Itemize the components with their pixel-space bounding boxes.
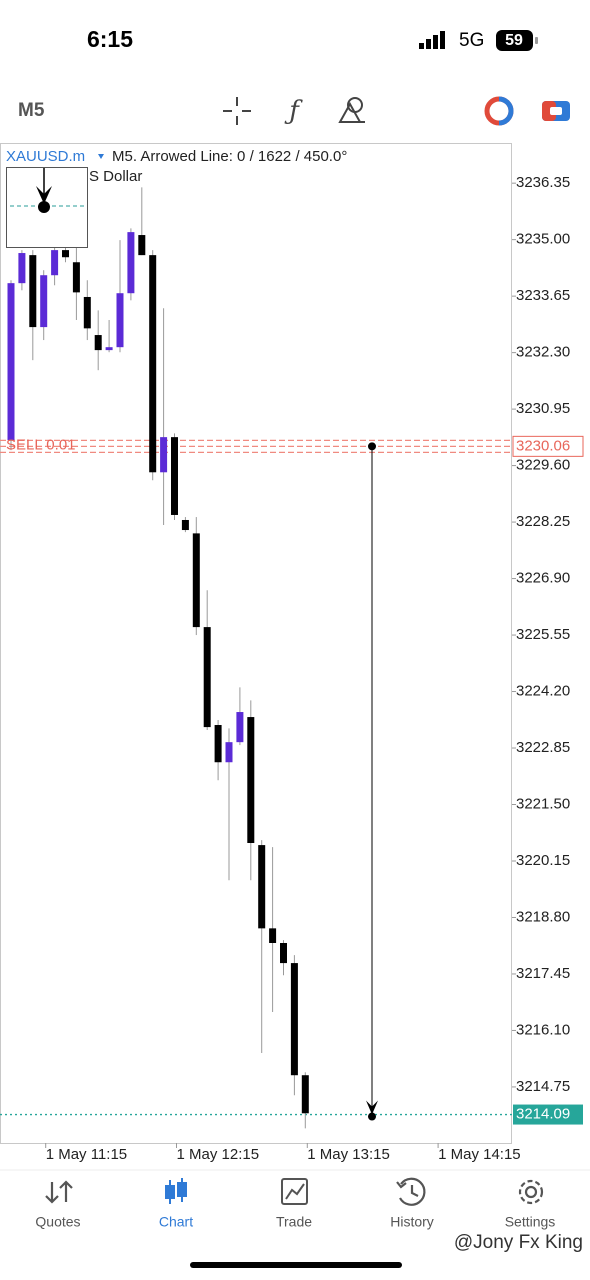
y-tick-label: 3236.35 (516, 174, 570, 191)
candle-body (181, 519, 189, 531)
x-tick-label: 1 May 11:15 (46, 1146, 127, 1163)
candle-body (192, 533, 200, 628)
nav-item[interactable]: History (390, 1214, 434, 1230)
candle-body (236, 712, 244, 743)
crosshair-button[interactable] (223, 97, 251, 125)
battery-tip (535, 37, 538, 44)
candle-body (18, 253, 26, 284)
candle-body (247, 717, 255, 843)
arrowed-line-head (366, 1100, 378, 1115)
candle-body (301, 1075, 309, 1114)
arrowed-line-start (368, 442, 376, 451)
plot (0, 182, 516, 1129)
battery-level: 59 (505, 32, 523, 49)
candle-body (280, 943, 287, 964)
chart-info: M5. Arrowed Line: 0 / 1622 / 450.0° (112, 148, 347, 165)
candle-body (290, 963, 298, 1076)
y-tick-label: 3218.80 (516, 908, 570, 925)
nav-item[interactable]: Chart (159, 1214, 193, 1230)
y-tick-label: 3222.85 (516, 739, 570, 756)
x-tick-label: 1 May 13:15 (307, 1146, 390, 1163)
nav-item[interactable]: Quotes (35, 1214, 80, 1230)
nav-item[interactable]: Settings (505, 1214, 556, 1230)
chart-icon (165, 1178, 187, 1204)
clock: 6:15 (87, 26, 133, 52)
candle-body (225, 742, 233, 763)
y-tick-label: 3220.15 (516, 852, 570, 869)
symbol[interactable]: XAUUSD.m (6, 148, 85, 165)
y-tick-label: 3221.50 (516, 795, 570, 812)
chart-frame (0, 143, 512, 1144)
nav-bar: Quotes Chart Trade History Settings (35, 1214, 555, 1230)
y-tick-label: 3230.95 (516, 400, 570, 417)
y-tick-label: 3216.10 (516, 1021, 570, 1038)
nav-item[interactable]: Trade (276, 1214, 312, 1230)
candle-body (72, 262, 80, 293)
candle-body (51, 250, 59, 276)
y-tick-label: 3214.75 (516, 1078, 570, 1095)
y-tick-label: 3229.60 (516, 457, 570, 474)
candle-body (83, 296, 91, 329)
watermark: @Jony Fx King (454, 1232, 583, 1253)
candle-body (94, 335, 102, 351)
candle-body (160, 437, 168, 473)
arrowed-line-end (368, 1112, 376, 1121)
candle-body (40, 275, 48, 328)
order-label: SELL 0.01 (6, 436, 76, 453)
trade-icon (281, 1178, 308, 1205)
order-price-label: 3230.06 (516, 437, 570, 454)
battery (496, 30, 533, 51)
candle-body (29, 255, 37, 328)
signal-icon (419, 31, 445, 49)
network: 5G (459, 30, 484, 51)
order-price-box (512, 435, 584, 457)
candle-body (258, 845, 266, 929)
settings-icon (518, 1179, 544, 1205)
candle-body (269, 928, 277, 943)
account-button[interactable] (484, 96, 514, 126)
candle-body (127, 232, 135, 294)
x-tick-label: 1 May 14:15 (438, 1146, 521, 1163)
symbol-dropdown[interactable] (98, 154, 104, 159)
y-tick-label: 3224.20 (516, 683, 570, 700)
y-tick-label: 3233.65 (516, 287, 570, 304)
y-tick-label: 3228.25 (516, 513, 570, 530)
symbol-description: S Dollar (89, 168, 142, 185)
y-tick-label: 3225.55 (516, 626, 570, 643)
y-tick-label: 3235.00 (516, 231, 570, 248)
bid-price-label: 3214.09 (516, 1106, 570, 1123)
trade-button[interactable] (542, 101, 570, 121)
candle-body (171, 437, 178, 515)
bid-price-box (513, 1104, 583, 1125)
candle-body (7, 283, 15, 441)
candle-body (149, 255, 157, 473)
candle-body (62, 250, 69, 258)
candle-body (214, 725, 222, 763)
quotes-icon (45, 1180, 73, 1204)
candle-body (105, 347, 113, 351)
objects-button[interactable] (338, 97, 365, 123)
candle-body (116, 293, 124, 348)
timeframe-button[interactable]: M5 (18, 100, 45, 121)
y-tick-label: 3232.30 (516, 344, 570, 361)
candle-body (203, 627, 211, 728)
history-icon (396, 1177, 426, 1206)
x-tick-label: 1 May 12:15 (177, 1146, 260, 1163)
candle-body (138, 235, 146, 256)
indicators-button[interactable]: ƒ (284, 96, 303, 126)
y-tick-label: 3226.90 (516, 570, 570, 587)
y-tick-label: 3217.45 (516, 965, 570, 982)
home-indicator (190, 1262, 402, 1268)
object-preview (6, 167, 88, 248)
